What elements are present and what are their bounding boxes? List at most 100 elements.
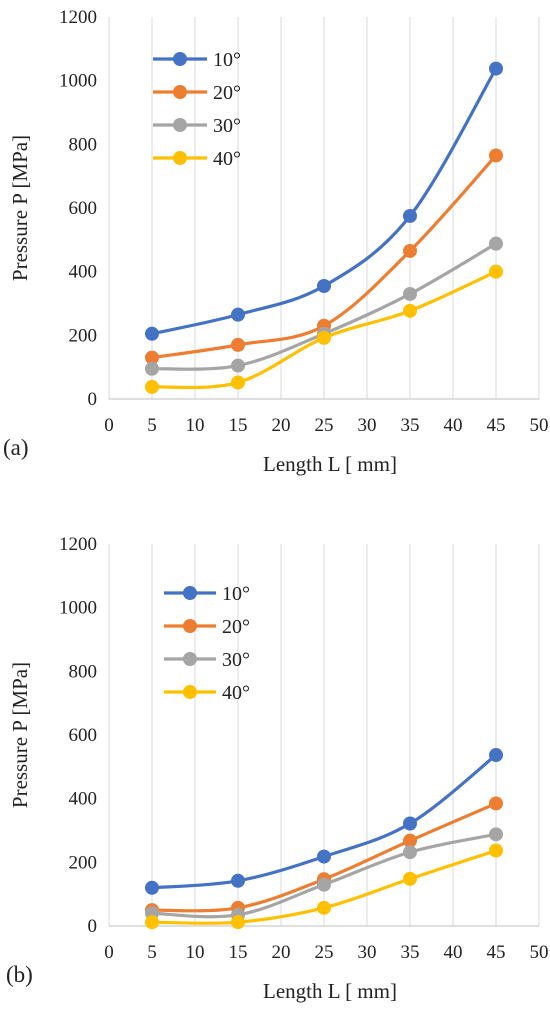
data-point	[317, 877, 331, 892]
data-point	[145, 361, 159, 376]
legend-swatch-marker	[173, 85, 187, 99]
chart-panel-1: 0 200 400 600 800 1000 1200 0 5 10 15 20 25 30 35 40 45 5…	[3, 7, 549, 476]
data-point	[403, 833, 417, 848]
y-tick-label: 1200	[59, 7, 97, 28]
y-tick-label: 1200	[59, 534, 97, 555]
data-point	[145, 350, 159, 365]
data-point	[145, 326, 159, 341]
y-tick-labels: 0 200 400 600 800 1000 1200	[59, 7, 97, 410]
y-axis-title: Pressure P [MPa]	[8, 135, 32, 281]
y-tick-label: 600	[69, 198, 98, 219]
data-point	[403, 243, 417, 258]
x-tick-label: 0	[104, 942, 114, 963]
x-tick-label: 15	[229, 415, 248, 436]
data-point	[489, 236, 503, 251]
data-point	[145, 880, 159, 895]
data-point	[489, 843, 503, 858]
y-tick-label: 0	[88, 389, 98, 410]
series-1	[145, 61, 503, 341]
data-point	[489, 148, 503, 163]
x-axis-title: Length L [ mm]	[263, 979, 397, 1003]
data-point	[317, 278, 331, 293]
data-point	[317, 900, 331, 915]
data-point	[317, 330, 331, 345]
legend-item: 30°	[153, 115, 241, 137]
data-point	[145, 915, 159, 930]
series-4	[145, 843, 503, 930]
legend-item: 10°	[164, 583, 250, 605]
data-point	[403, 303, 417, 318]
y-tick-label: 400	[69, 789, 98, 810]
data-point	[489, 61, 503, 76]
data-point	[403, 845, 417, 860]
data-point	[231, 873, 245, 888]
data-point	[403, 208, 417, 223]
y-tick-label: 200	[69, 852, 98, 873]
data-point	[231, 375, 245, 390]
legend-item: 20°	[164, 616, 250, 638]
x-tick-labels: 0 5 10 15 20 25 30 35 40 45 50	[104, 415, 548, 436]
x-tick-label: 0	[104, 415, 114, 436]
panel-label: (a)	[3, 435, 29, 460]
x-tick-label: 50	[530, 415, 549, 436]
y-tick-label: 800	[69, 661, 98, 682]
legend-item: 20°	[153, 82, 241, 104]
data-point	[403, 286, 417, 301]
legend: 10° 20° 30° 40°	[153, 49, 241, 170]
x-tick-label: 35	[401, 942, 420, 963]
data-point	[231, 915, 245, 930]
data-point	[231, 307, 245, 322]
x-tick-label: 50	[530, 942, 549, 963]
x-tick-label: 25	[315, 415, 334, 436]
legend-label: 20°	[213, 82, 241, 104]
x-axis-title: Length L [ mm]	[263, 452, 397, 476]
x-tick-label: 5	[147, 415, 157, 436]
x-tick-label: 10	[186, 415, 205, 436]
legend-label: 30°	[222, 649, 250, 671]
y-axis-title: Pressure P [MPa]	[8, 662, 32, 808]
series-1	[145, 748, 503, 895]
legend-item: 40°	[153, 148, 241, 170]
x-tick-label: 25	[315, 942, 334, 963]
x-tick-label: 5	[147, 942, 157, 963]
legend-swatch-marker	[183, 586, 197, 600]
x-tick-label: 40	[444, 415, 463, 436]
panel-label: (b)	[6, 962, 33, 987]
x-tick-labels: 0 5 10 15 20 25 30 35 40 45 50	[104, 942, 548, 963]
data-point	[231, 337, 245, 352]
legend-swatch-marker	[173, 151, 187, 165]
y-tick-label: 1000	[59, 598, 97, 619]
data-point	[489, 827, 503, 842]
data-point	[489, 748, 503, 763]
series-4	[145, 264, 503, 394]
y-tick-label: 0	[88, 916, 98, 937]
x-tick-label: 30	[358, 942, 377, 963]
x-tick-label: 15	[229, 942, 248, 963]
y-tick-label: 600	[69, 725, 98, 746]
y-tick-label: 1000	[59, 71, 97, 92]
x-tick-label: 20	[272, 942, 291, 963]
gridlines	[108, 17, 540, 399]
legend-swatch-marker	[183, 619, 197, 633]
legend: 10° 20° 30° 40°	[164, 583, 250, 704]
legend-label: 40°	[213, 148, 241, 170]
data-point	[317, 849, 331, 864]
data-point	[403, 871, 417, 886]
legend-label: 20°	[222, 616, 250, 638]
legend-swatch-marker	[173, 52, 187, 66]
y-tick-labels: 0 200 400 600 800 1000 1200	[59, 534, 97, 937]
y-tick-label: 200	[69, 325, 98, 346]
data-point	[489, 264, 503, 279]
data-point	[489, 796, 503, 811]
chart-panel-2: 0 200 400 600 800 1000 1200 0 5 10 15 20 25 30 35 40 45 5…	[6, 534, 549, 1003]
legend-swatch-marker	[173, 118, 187, 132]
x-tick-label: 35	[401, 415, 420, 436]
x-tick-label: 10	[186, 942, 205, 963]
x-tick-label: 45	[487, 942, 506, 963]
legend-item: 30°	[164, 649, 250, 671]
legend-label: 30°	[213, 115, 241, 137]
data-point	[231, 358, 245, 373]
legend-label: 10°	[222, 583, 250, 605]
legend-item: 40°	[164, 682, 250, 704]
